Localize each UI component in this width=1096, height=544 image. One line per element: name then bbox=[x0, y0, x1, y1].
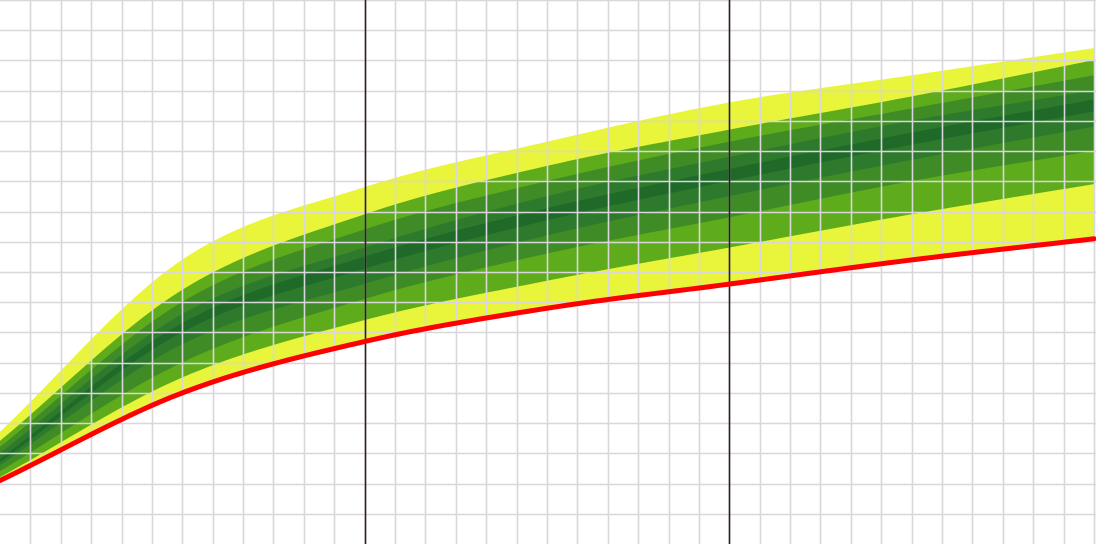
major-grid bbox=[364, 0, 731, 544]
red-line bbox=[0, 236, 1096, 484]
red-line-layer bbox=[0, 236, 1096, 484]
